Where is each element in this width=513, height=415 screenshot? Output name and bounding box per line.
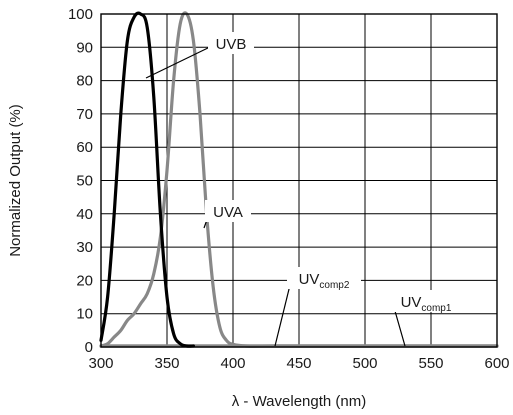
tick-labels: 300 350 400 450 500 550 600 0 10 20 30 40 50 60 70 80 90… [68,6,510,372]
annotation-label: UVB [216,36,247,53]
x-tick-label: 350 [154,355,179,372]
x-tick-label: 500 [352,355,377,372]
y-tick-label: 70 [76,106,93,123]
y-tick-label: 90 [76,39,93,56]
y-tick-label: 30 [76,239,93,256]
y-tick-label: 100 [68,6,93,23]
annotation-uv-comp1: UVcomp1 [389,290,463,347]
x-tick-label: 600 [484,355,509,372]
y-tick-label: 80 [76,73,93,90]
y-tick-label: 10 [76,306,93,323]
series-line-uva [99,11,499,348]
annotation-uvb: UVB [145,32,254,79]
y-axis-title: Normalized Output (%) [7,104,24,257]
x-axis-title: λ - Wavelength (nm) [232,393,366,410]
y-tick-label: 50 [76,173,93,190]
annotation-uva: UVA [203,200,251,229]
y-tick-label: 60 [76,139,93,156]
annotation-label: UVA [213,204,243,221]
annotation-uv-comp2: UVcomp2 [274,267,361,347]
plot-frame [100,13,498,348]
y-tick-label: 20 [76,272,93,289]
annotation-layer: UVB UVA UVcomp2 UVcomp1 [145,32,463,347]
x-tick-label: 450 [286,355,311,372]
x-tick-label: 300 [88,355,113,372]
x-tick-label: 550 [418,355,443,372]
y-tick-label: 0 [85,339,93,356]
x-tick-label: 400 [220,355,245,372]
y-tick-label: 40 [76,206,93,223]
series-layer [99,11,499,348]
series-line-uvb [99,11,195,348]
